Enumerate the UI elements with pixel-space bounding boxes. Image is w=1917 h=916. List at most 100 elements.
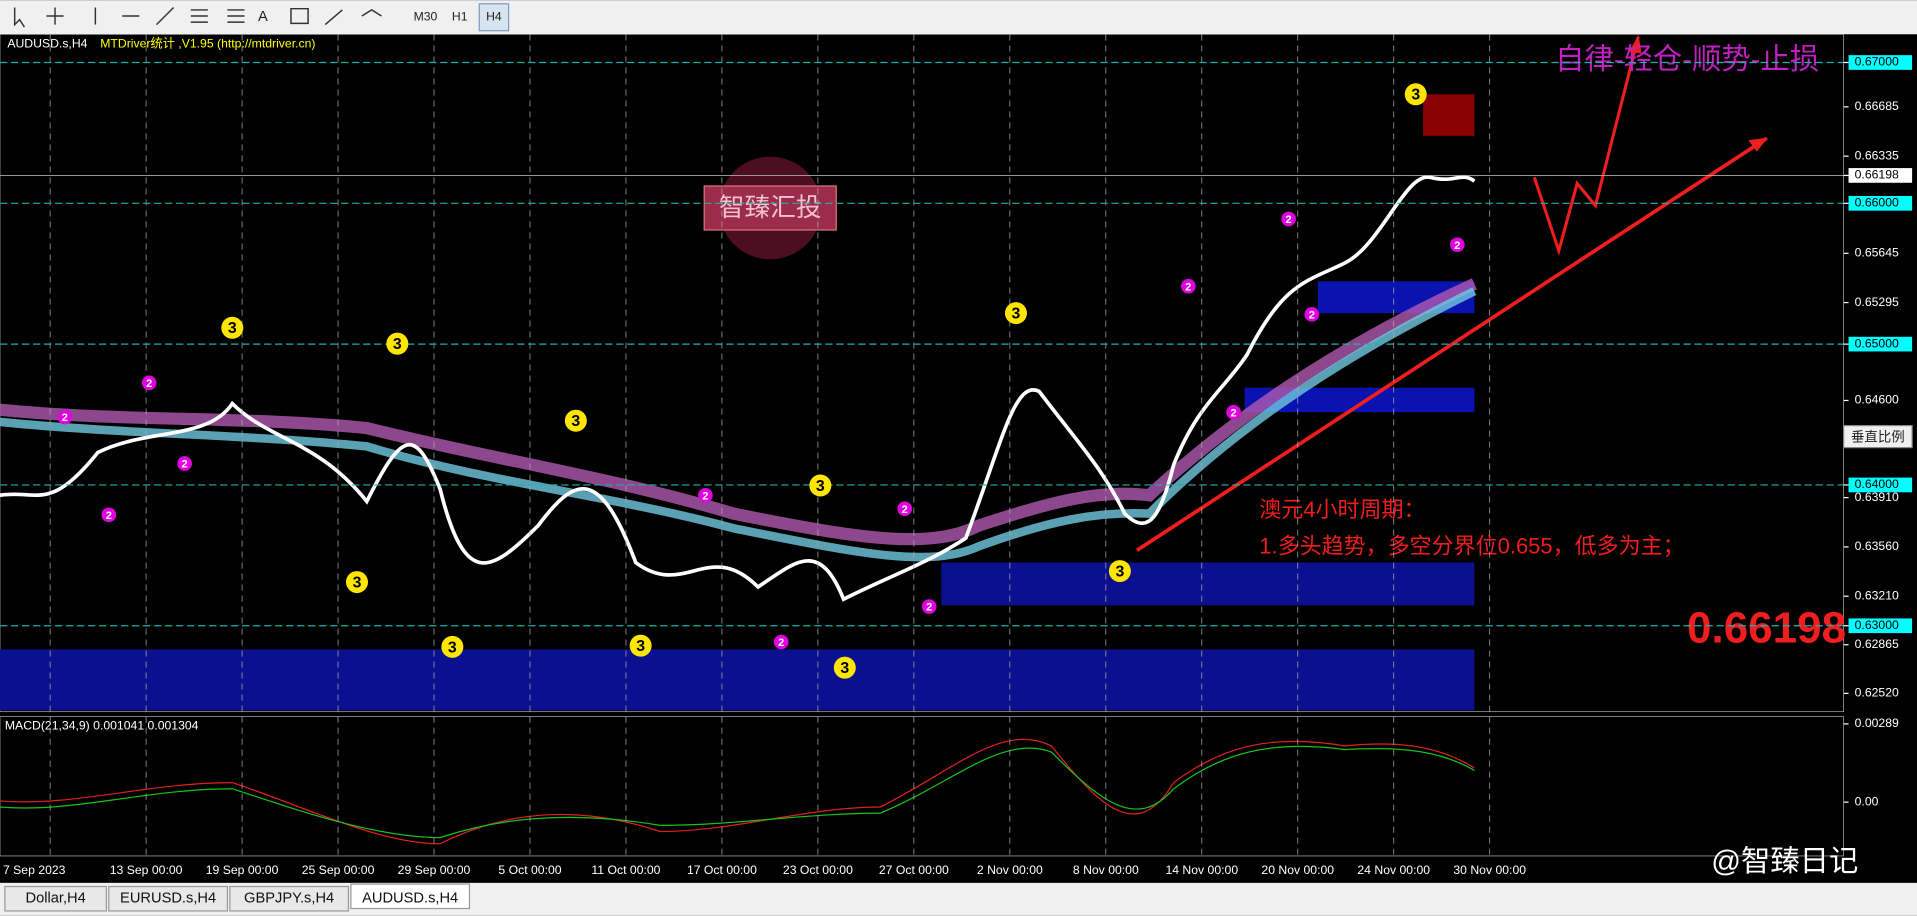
wave-badge: [809, 474, 832, 497]
wave-badge: [221, 316, 244, 339]
wave-label: 2: [1286, 214, 1292, 226]
time-label: 24 Nov 00:00: [1357, 863, 1430, 877]
tab[interactable]: [229, 885, 350, 912]
scale-button[interactable]: [1843, 424, 1913, 449]
wave-badge: [441, 635, 464, 658]
price-label: 0.64000: [1855, 477, 1899, 491]
scale-button-label[interactable]: 垂直比例: [1851, 429, 1905, 444]
wave-badge: [1226, 404, 1241, 420]
wave-badge: [177, 456, 192, 471]
wave-label: 3: [840, 660, 849, 677]
wave-label: 2: [182, 459, 188, 471]
level-tag: [1848, 336, 1913, 352]
wave-label: 3: [1012, 306, 1021, 323]
timeframe-label[interactable]: H1: [452, 9, 468, 23]
timeframe-button[interactable]: [445, 3, 475, 31]
wave-badge: [773, 634, 789, 650]
wave-label: 3: [636, 638, 645, 655]
wave-badge: [1449, 237, 1465, 252]
time-label: 29 Sep 00:00: [398, 863, 471, 877]
wave-badge: [564, 409, 587, 432]
wave-label: 3: [228, 320, 237, 337]
wave-label: 3: [1115, 564, 1124, 581]
price-label: 0.67000: [1855, 55, 1899, 69]
price-label: 0.65000: [1855, 336, 1899, 350]
tab-label[interactable]: AUDUSD.s,H4: [362, 891, 458, 907]
time-label: 20 Nov 00:00: [1261, 863, 1334, 877]
wave-label: 2: [1454, 240, 1460, 252]
time-label: 19 Sep 00:00: [206, 863, 279, 877]
tab-label[interactable]: GBPJPY.s,H4: [244, 891, 334, 907]
price-label: 0.62865: [1855, 637, 1899, 651]
macd-frame: [0, 716, 1845, 857]
wave-label: 2: [1185, 281, 1191, 293]
wave-label: 2: [106, 510, 112, 522]
timeframe-button[interactable]: [478, 3, 510, 32]
indicator-lines: [0, 35, 1769, 845]
wave-badge: [386, 332, 409, 355]
wave-badge: [1108, 560, 1131, 583]
price-label: 0.64600: [1855, 393, 1899, 407]
wave-label: 3: [448, 639, 457, 656]
time-label: 13 Sep 00:00: [110, 863, 183, 877]
wave-badge: [897, 501, 913, 517]
time-label: 11 Oct 00:00: [591, 863, 660, 877]
timeframe-label[interactable]: H4: [486, 9, 502, 23]
wave-label: 3: [1411, 87, 1420, 104]
price-label: 0.66685: [1855, 99, 1899, 113]
time-label: 2 Nov 00:00: [977, 863, 1043, 877]
wave-label: 2: [1231, 407, 1237, 419]
time-label: 30 Nov 00:00: [1453, 863, 1526, 877]
time-label: 17 Oct 00:00: [687, 863, 757, 877]
wave-label: 2: [1309, 309, 1315, 321]
time-label: 8 Nov 00:00: [1073, 863, 1139, 877]
time-label: 27 Oct 00:00: [879, 863, 949, 877]
price-label: 0.63560: [1855, 539, 1899, 553]
wave-label: 3: [393, 336, 402, 353]
wave-label: 2: [778, 637, 784, 649]
wave-badge: [1404, 83, 1427, 106]
price-label: 0.65295: [1855, 295, 1899, 309]
wave-label: 2: [702, 490, 708, 502]
indicator-info: MTDriver统计 ,V1.95 (http://mtdriver.cn): [100, 36, 315, 50]
price-label: 0.66335: [1855, 148, 1899, 162]
chart-area: [0, 34, 1917, 883]
time-label: 5 Oct 00:00: [498, 863, 561, 877]
wave-badge: [1304, 307, 1320, 322]
macd-label: 0.00289: [1855, 716, 1899, 730]
footer-brand: @智臻日记: [1711, 845, 1858, 878]
tab-label[interactable]: EURUSD.s,H4: [120, 891, 216, 907]
price-label: 0.66198: [1855, 168, 1899, 182]
wave-label: 3: [353, 575, 362, 592]
price-label: 0.66000: [1855, 196, 1899, 210]
wave-label: 3: [816, 478, 825, 495]
wave-label: 2: [926, 602, 932, 614]
toolbar-icons: [13, 6, 382, 28]
watermark: 智臻汇投: [703, 156, 837, 260]
chart-frame: [0, 34, 1845, 713]
wave-badge: [57, 409, 73, 425]
tab[interactable]: [350, 883, 471, 910]
time-label: 23 Oct 00:00: [783, 863, 853, 877]
watermark-text: 智臻汇投: [719, 193, 822, 222]
wave-label: 2: [902, 504, 908, 516]
wave-badge: [1281, 211, 1296, 227]
wave-badge: [833, 656, 856, 679]
price-label: 0.65645: [1855, 246, 1899, 260]
timeframe-label[interactable]: M30: [414, 9, 438, 23]
text-tool[interactable]: A: [258, 9, 268, 25]
price-label: 0.62520: [1855, 686, 1899, 700]
analysis-point: 1.多头趋势，多空分界位0.655，低多为主；: [1259, 534, 1684, 559]
tab[interactable]: [108, 885, 229, 912]
wave-badge: [101, 507, 117, 523]
tab-label[interactable]: Dollar,H4: [25, 891, 85, 907]
tab[interactable]: [4, 885, 107, 912]
wave-label: 2: [62, 412, 68, 424]
price-label: 0.63000: [1855, 618, 1899, 632]
time-label: 14 Nov 00:00: [1165, 863, 1238, 877]
timeframe-button[interactable]: [410, 3, 441, 31]
current-price-tag: [1848, 168, 1913, 183]
macd-label: 0.00: [1855, 794, 1879, 808]
level-tag: [1848, 195, 1913, 211]
